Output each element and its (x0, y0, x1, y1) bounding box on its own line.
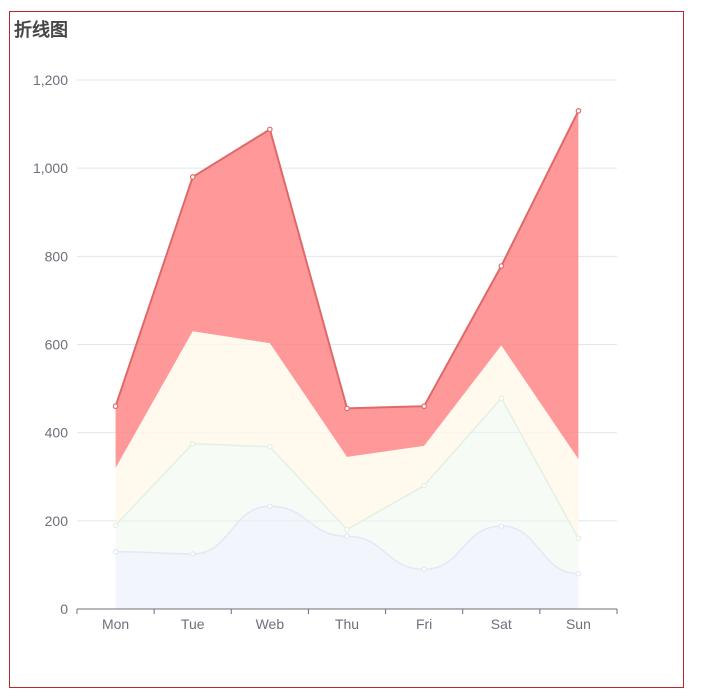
series-2-point[interactable] (498, 395, 505, 402)
series-1-point[interactable] (344, 533, 350, 540)
series-4-point[interactable] (498, 263, 505, 269)
y-tick-label: 200 (45, 513, 69, 529)
series-1-point[interactable] (498, 523, 505, 529)
y-tick-label: 1,200 (33, 72, 68, 88)
series-1-point[interactable] (421, 566, 427, 573)
y-tick-label: 0 (60, 601, 68, 617)
x-tick-label: Sun (566, 616, 591, 632)
series-1-point[interactable] (189, 551, 196, 557)
series-3-area (115, 331, 579, 539)
y-tick-label: 400 (45, 425, 69, 441)
x-axis-labels: Mon Tue Web Thu Fri Sat Sun (102, 616, 591, 632)
series-4-point[interactable] (112, 403, 119, 410)
x-tick-label: Fri (416, 616, 432, 632)
series-2-point[interactable] (112, 522, 119, 529)
x-tick-label: Mon (102, 616, 129, 632)
y-tick-label: 800 (45, 248, 69, 264)
series-points (112, 108, 582, 577)
series-4-point[interactable] (421, 403, 427, 410)
x-tick-label: Web (256, 616, 285, 632)
series-2-point[interactable] (421, 482, 427, 489)
series-4-point[interactable] (267, 126, 273, 133)
chart-title: 折线图 (14, 20, 68, 41)
series-2-point[interactable] (267, 443, 273, 450)
series-2-point[interactable] (575, 535, 582, 542)
series-1-point[interactable] (575, 570, 582, 577)
y-tick-label: 1,000 (33, 160, 68, 176)
series-4-point[interactable] (575, 108, 582, 114)
y-axis-labels: 0 200 400 600 800 1,000 1,200 (33, 72, 68, 617)
x-tick-label: Sat (491, 616, 512, 632)
series-2-point[interactable] (189, 440, 196, 447)
series-1-point[interactable] (112, 548, 119, 555)
x-axis (76, 608, 618, 614)
x-tick-label: Tue (181, 616, 205, 632)
series-4-area (115, 110, 579, 468)
series-4-point[interactable] (344, 405, 350, 412)
x-tick-label: Thu (335, 616, 359, 632)
series-2-point[interactable] (344, 526, 350, 533)
y-tick-label: 600 (45, 337, 69, 353)
series-1-point[interactable] (267, 503, 273, 510)
series-4-point[interactable] (189, 174, 196, 180)
series-1-area (115, 506, 579, 609)
